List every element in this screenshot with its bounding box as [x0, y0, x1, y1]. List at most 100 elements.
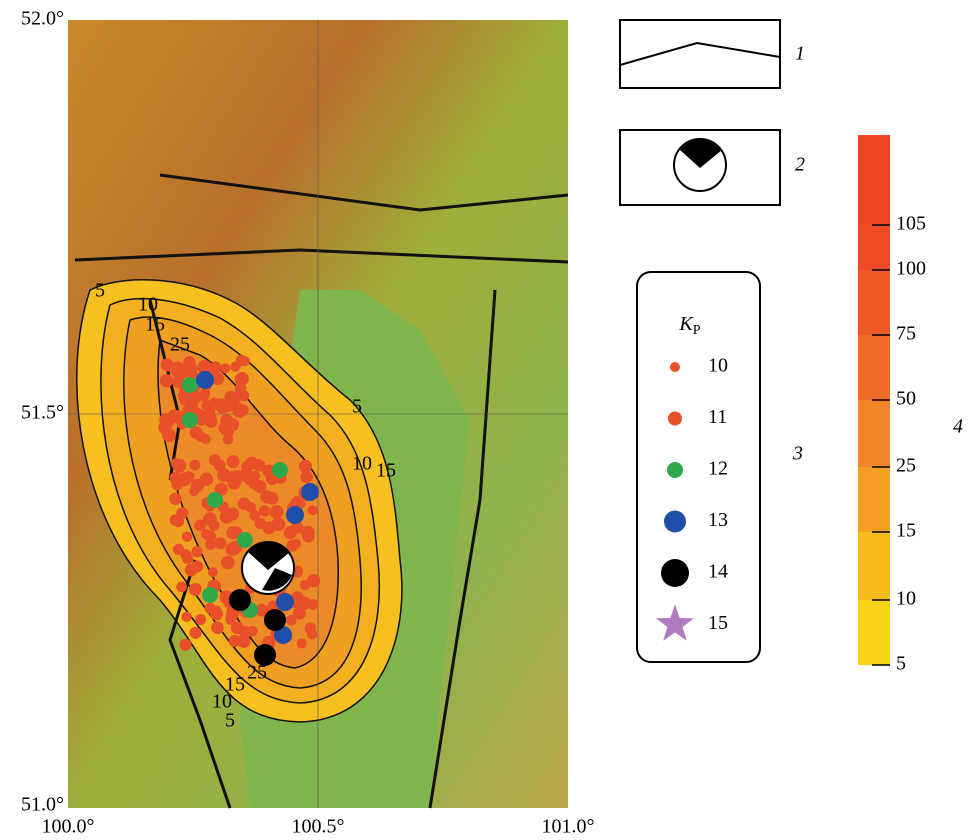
epicenter [214, 460, 226, 472]
epicenter [226, 611, 238, 623]
symbol [670, 362, 680, 372]
contour-label: 5 [225, 710, 235, 732]
lat-label: 52.0° [21, 8, 64, 30]
epicenter [181, 612, 191, 622]
symbol [661, 559, 689, 587]
epicenter [220, 414, 233, 427]
scale-segment [858, 335, 890, 400]
scale-label: 15 [896, 520, 916, 542]
scale-segment [858, 600, 890, 665]
epicenter [307, 629, 317, 639]
epicenter [220, 510, 234, 524]
epicenter [236, 390, 247, 401]
contour-label: 5 [95, 280, 105, 302]
epicenter [246, 502, 257, 513]
scale-label: 25 [896, 455, 916, 477]
contour-label: 10 [352, 453, 372, 475]
legend-number: 4 [953, 416, 963, 438]
magnitude-class: 14 [708, 561, 728, 583]
epicenter [208, 567, 218, 577]
epicenter [169, 492, 181, 504]
epicenter [235, 372, 249, 386]
scale-label: 75 [896, 323, 916, 345]
epicenter [203, 512, 217, 526]
epicenter [247, 626, 257, 636]
epicenter [178, 473, 192, 487]
epicenter [191, 546, 202, 557]
epicenter [211, 621, 224, 634]
epicenter [220, 363, 230, 373]
epicenter [237, 532, 253, 548]
epicenter [160, 374, 173, 387]
epicenter [185, 564, 198, 577]
magnitude-class: 10 [708, 355, 728, 377]
scale-segment [858, 400, 890, 467]
epicenter [205, 415, 218, 428]
magnitude-class: 11 [708, 406, 727, 428]
epicenter [201, 529, 211, 539]
epicenter [226, 542, 240, 556]
epicenter [240, 356, 250, 366]
epicenter [195, 614, 206, 625]
scale-segment [858, 467, 890, 532]
lon-label: 100.0° [42, 816, 95, 838]
scale-label: 10 [896, 588, 916, 610]
epicenter [170, 514, 181, 525]
epicenter [229, 635, 241, 647]
epicenter [254, 480, 267, 493]
epicenter [284, 526, 297, 539]
epicenter [300, 471, 313, 484]
epicenter [198, 360, 208, 370]
scale-label: 100 [896, 258, 926, 280]
scale-segment [858, 532, 890, 600]
epicenter [209, 398, 221, 410]
epicenter [300, 580, 310, 590]
contour-label: 25 [170, 334, 190, 356]
epicenter [229, 589, 251, 611]
contour-label: 15 [145, 314, 165, 336]
symbol [664, 511, 686, 533]
magnitude-class: 13 [708, 509, 728, 531]
epicenter [224, 471, 235, 482]
epicenter [189, 627, 201, 639]
scale-segment [858, 135, 890, 225]
contour-label: 10 [138, 294, 158, 316]
symbol [668, 412, 682, 426]
contour-label: 25 [247, 662, 267, 684]
lat-label: 51.5° [21, 402, 64, 424]
epicenter [297, 638, 307, 648]
epicenter [223, 434, 233, 444]
legend-number: 3 [792, 443, 803, 465]
epicenter [270, 505, 284, 519]
epicenter [199, 388, 210, 399]
epicenter [189, 583, 202, 596]
epicenter [286, 506, 304, 524]
title-sub: P [693, 323, 701, 338]
epicenter [307, 599, 318, 610]
epicenter [227, 455, 240, 468]
symbol [667, 462, 683, 478]
lon-label: 101.0° [542, 816, 595, 838]
epicenter [177, 366, 189, 378]
epicenter [293, 596, 304, 607]
epicenter [253, 459, 265, 471]
scale-label: 50 [896, 388, 916, 410]
epicenter [176, 581, 187, 592]
scale-label: 105 [896, 213, 926, 235]
epicenter [163, 415, 175, 427]
epicenter [201, 434, 211, 444]
contour-label: 5 [352, 396, 362, 418]
epicenter [202, 587, 218, 603]
epicenter [196, 371, 214, 389]
epicenter [190, 460, 201, 471]
epicenter [232, 404, 246, 418]
epicenter [264, 609, 286, 631]
scale-label: 5 [896, 653, 906, 675]
map [68, 20, 568, 808]
magnitude-class: 12 [708, 458, 728, 480]
epicenter [221, 556, 235, 570]
lat-label: 51.0° [21, 794, 64, 816]
epicenter [301, 483, 319, 501]
legend-number: 2 [795, 154, 805, 176]
